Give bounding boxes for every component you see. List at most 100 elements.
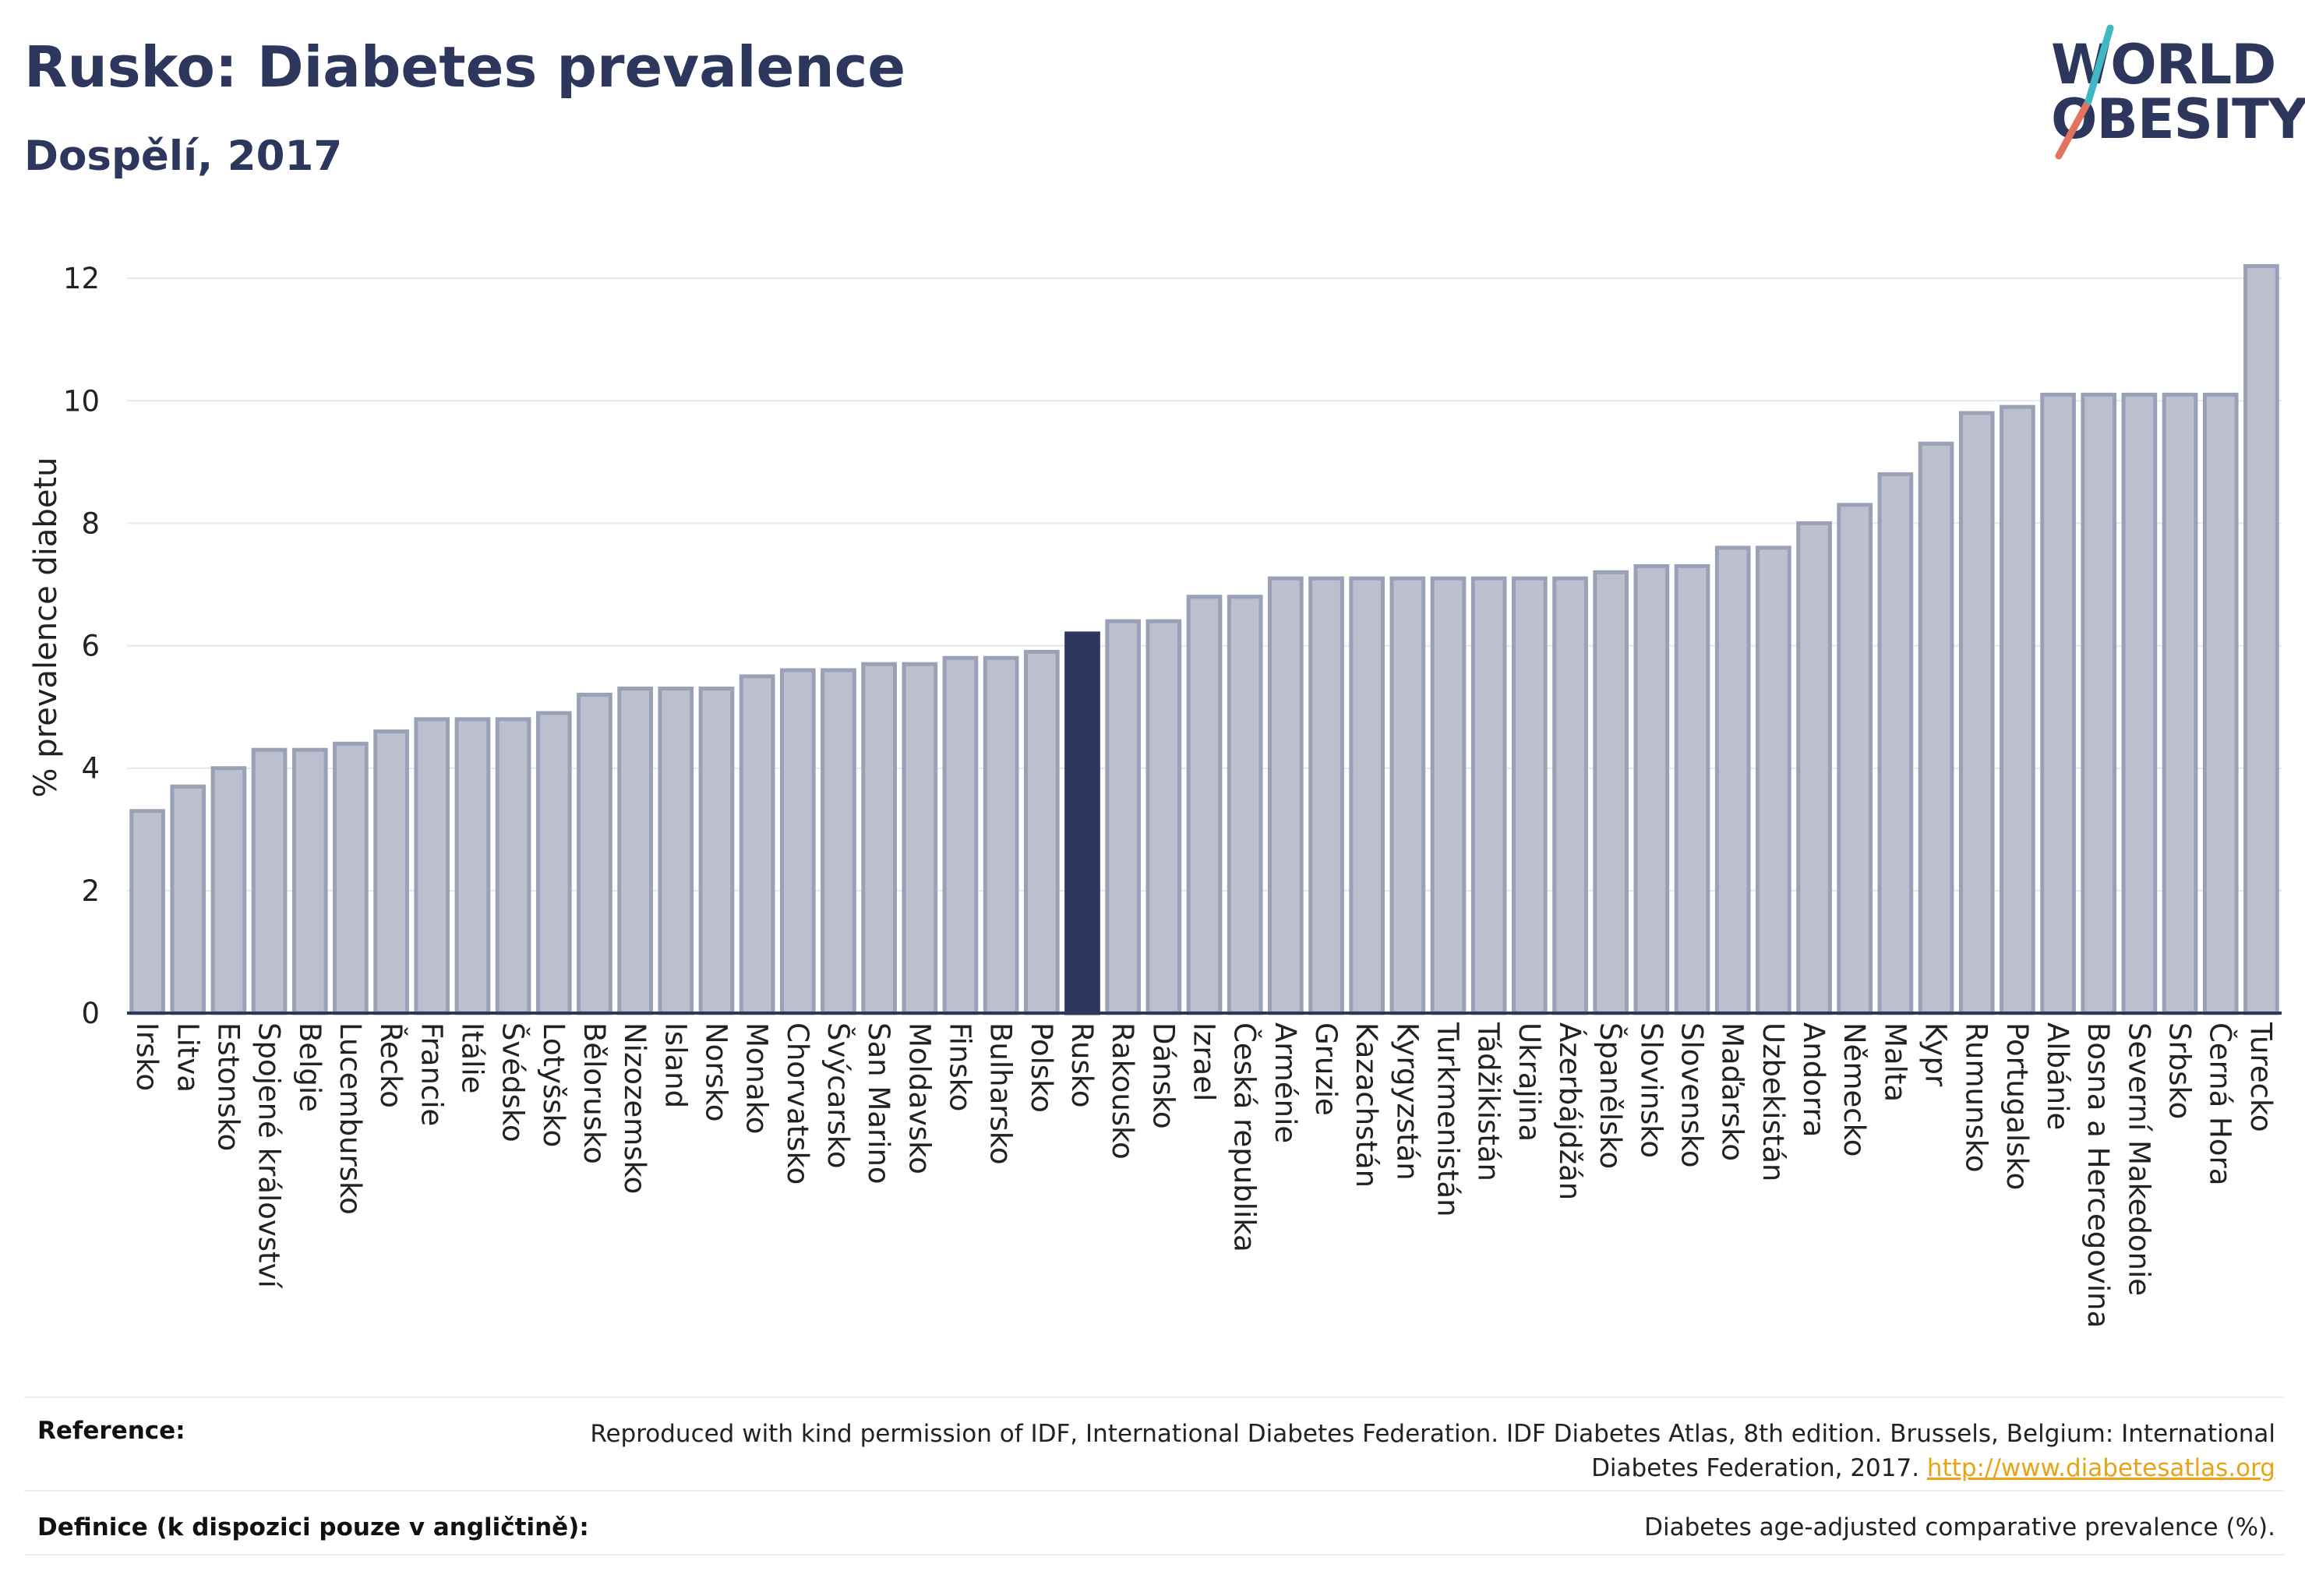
world-obesity-logo: WORLD OBESITY — [2042, 23, 2305, 164]
x-tick-label: Ázerbájdžán — [1553, 1022, 1587, 1200]
bar-Nizozemsko — [617, 687, 653, 1015]
x-tick-label: Lucembursko — [334, 1022, 367, 1215]
x-tick-label: Malta — [1878, 1022, 1911, 1102]
bar-Slovensko — [1674, 563, 1710, 1015]
x-tick-label: Bulharsko — [984, 1022, 1018, 1164]
x-tick-label: Nizozemsko — [618, 1022, 651, 1194]
bar-Dánsko — [1145, 619, 1182, 1015]
x-tick-label: Estonsko — [211, 1022, 245, 1151]
bar-Švédsko — [495, 717, 531, 1015]
x-tick-label: Rakousko — [1106, 1022, 1139, 1160]
logo-text-obesity: OBESITY — [2051, 87, 2305, 151]
reference-label: Reference: — [37, 1417, 185, 1445]
bar-Španělsko — [1593, 570, 1629, 1015]
x-tick-label: Spojené království — [252, 1022, 286, 1289]
bar-Island — [658, 687, 694, 1015]
x-tick-label: Švédsko — [496, 1022, 531, 1142]
x-tick-label: Dánsko — [1146, 1022, 1180, 1129]
x-tick-label: Německo — [1837, 1022, 1871, 1156]
bar-Maďarsko — [1714, 546, 1751, 1015]
bar-Severní Makedonie — [2121, 392, 2158, 1015]
bar-Norsko — [698, 687, 735, 1015]
bar-Gruzie — [1308, 576, 1344, 1015]
x-tick-label: Srbsko — [2163, 1022, 2197, 1119]
bar-Irsko — [129, 809, 165, 1015]
x-tick-label: Maďarsko — [1716, 1022, 1749, 1161]
reference-text: Reproduced with kind permission of IDF, … — [561, 1417, 2275, 1485]
bar-Polsko — [1023, 649, 1060, 1015]
bar-Lucembursko — [333, 741, 369, 1015]
x-tick-label: Rumunsko — [1960, 1022, 1993, 1172]
x-tick-label: Arménie — [1269, 1022, 1302, 1143]
bar-Chorvatsko — [779, 668, 816, 1015]
footer-divider-bottom — [24, 1554, 2284, 1555]
y-tick-label: 6 — [81, 630, 100, 663]
footer-divider-top — [24, 1396, 2284, 1398]
y-tick-label: 10 — [63, 384, 100, 418]
bar-Moldavsko — [902, 662, 938, 1015]
bar-Rusko — [1064, 631, 1100, 1015]
bar-Rumunsko — [1958, 411, 1995, 1015]
x-tick-label: Lotyšsko — [537, 1022, 570, 1147]
x-tick-label: Turkmenistán — [1431, 1022, 1465, 1217]
bar-Francie — [414, 717, 450, 1015]
x-axis-labels: Irsko Litva Estonsko Spojené království Belg… — [130, 1022, 2278, 1328]
x-tick-label: Slovinsko — [1634, 1022, 1668, 1158]
chart-title: Rusko: Diabetes prevalence — [24, 34, 906, 100]
bar-Německo — [1837, 503, 1873, 1015]
bar-Švýcarsko — [821, 668, 856, 1015]
bar-Finsko — [942, 655, 979, 1015]
definition-label: Definice (k dispozici pouze v angličtině… — [37, 1513, 589, 1541]
y-tick-label: 4 — [81, 752, 100, 786]
bar-Izrael — [1186, 595, 1223, 1015]
bars — [129, 263, 2279, 1015]
x-tick-label: Island — [658, 1022, 692, 1108]
bar-Belgie — [291, 747, 328, 1015]
x-tick-label: Kypr — [1919, 1022, 1953, 1087]
bar-San Marino — [861, 662, 897, 1015]
x-tick-label: Moldavsko — [902, 1022, 936, 1174]
bar-Arménie — [1267, 576, 1304, 1015]
chart-subtitle: Dospělí, 2017 — [24, 132, 343, 180]
x-tick-label: Gruzie — [1309, 1022, 1343, 1116]
y-tick-label: 8 — [81, 507, 100, 540]
logo-slash-icon — [2055, 24, 2114, 160]
x-tick-label: Černá Hora — [2204, 1022, 2238, 1185]
x-tick-label: Slovensko — [1675, 1022, 1709, 1168]
x-tick-label: Tádžikistán — [1472, 1022, 1505, 1181]
bar-Srbsko — [2162, 392, 2198, 1015]
x-tick-label: Norsko — [699, 1022, 732, 1122]
y-axis-title: % prevalence diabetu — [28, 457, 64, 798]
bar-Andorra — [1796, 521, 1832, 1015]
bar-Kazachstán — [1349, 576, 1385, 1015]
x-tick-label: Finsko — [943, 1022, 976, 1111]
y-tick-label: 12 — [63, 262, 100, 295]
x-tick-label: Uzbekistán — [1756, 1022, 1790, 1181]
bar-Portugalsko — [2000, 404, 2035, 1015]
x-tick-label: Francie — [415, 1022, 448, 1126]
x-tick-label: Ukrajina — [1513, 1022, 1546, 1142]
y-axis-ticks: 0 2 4 6 8 10 12 — [63, 262, 100, 1030]
bar-Slovinsko — [1633, 563, 1670, 1015]
bar-Spojené království — [251, 747, 288, 1015]
bar-Albánie — [2040, 392, 2076, 1015]
bar-Kypr — [1918, 441, 1954, 1015]
x-tick-label: Rusko — [1065, 1022, 1099, 1108]
x-tick-label: Bosna a Hercegovina — [2081, 1022, 2115, 1328]
x-tick-label: Česká republika — [1228, 1022, 1262, 1252]
bar-Rakousko — [1105, 619, 1142, 1015]
x-tick-label: Španělsko — [1594, 1022, 1628, 1169]
bar-chart: 0 2 4 6 8 10 12 Irsko Litva Estonsko Spojené král… — [28, 262, 2282, 1328]
bar-Kyrgyzstán — [1389, 576, 1426, 1015]
x-tick-label: Kazachstán — [1350, 1022, 1383, 1188]
x-tick-label: San Marino — [862, 1022, 895, 1185]
bar-Ázerbájdžán — [1552, 576, 1588, 1015]
bar-Tádžikistán — [1470, 576, 1507, 1015]
x-tick-label: Severní Makedonie — [2122, 1022, 2155, 1296]
definition-text: Diabetes age-adjusted comparative preval… — [1644, 1513, 2275, 1541]
bar-Bělorusko — [577, 692, 612, 1015]
logo-text-world: WORLD — [2051, 33, 2276, 97]
y-tick-label: 0 — [81, 997, 100, 1030]
x-tick-label: Turecko — [2244, 1022, 2278, 1132]
reference-link[interactable]: http://www.diabetesatlas.org — [1926, 1454, 2275, 1482]
